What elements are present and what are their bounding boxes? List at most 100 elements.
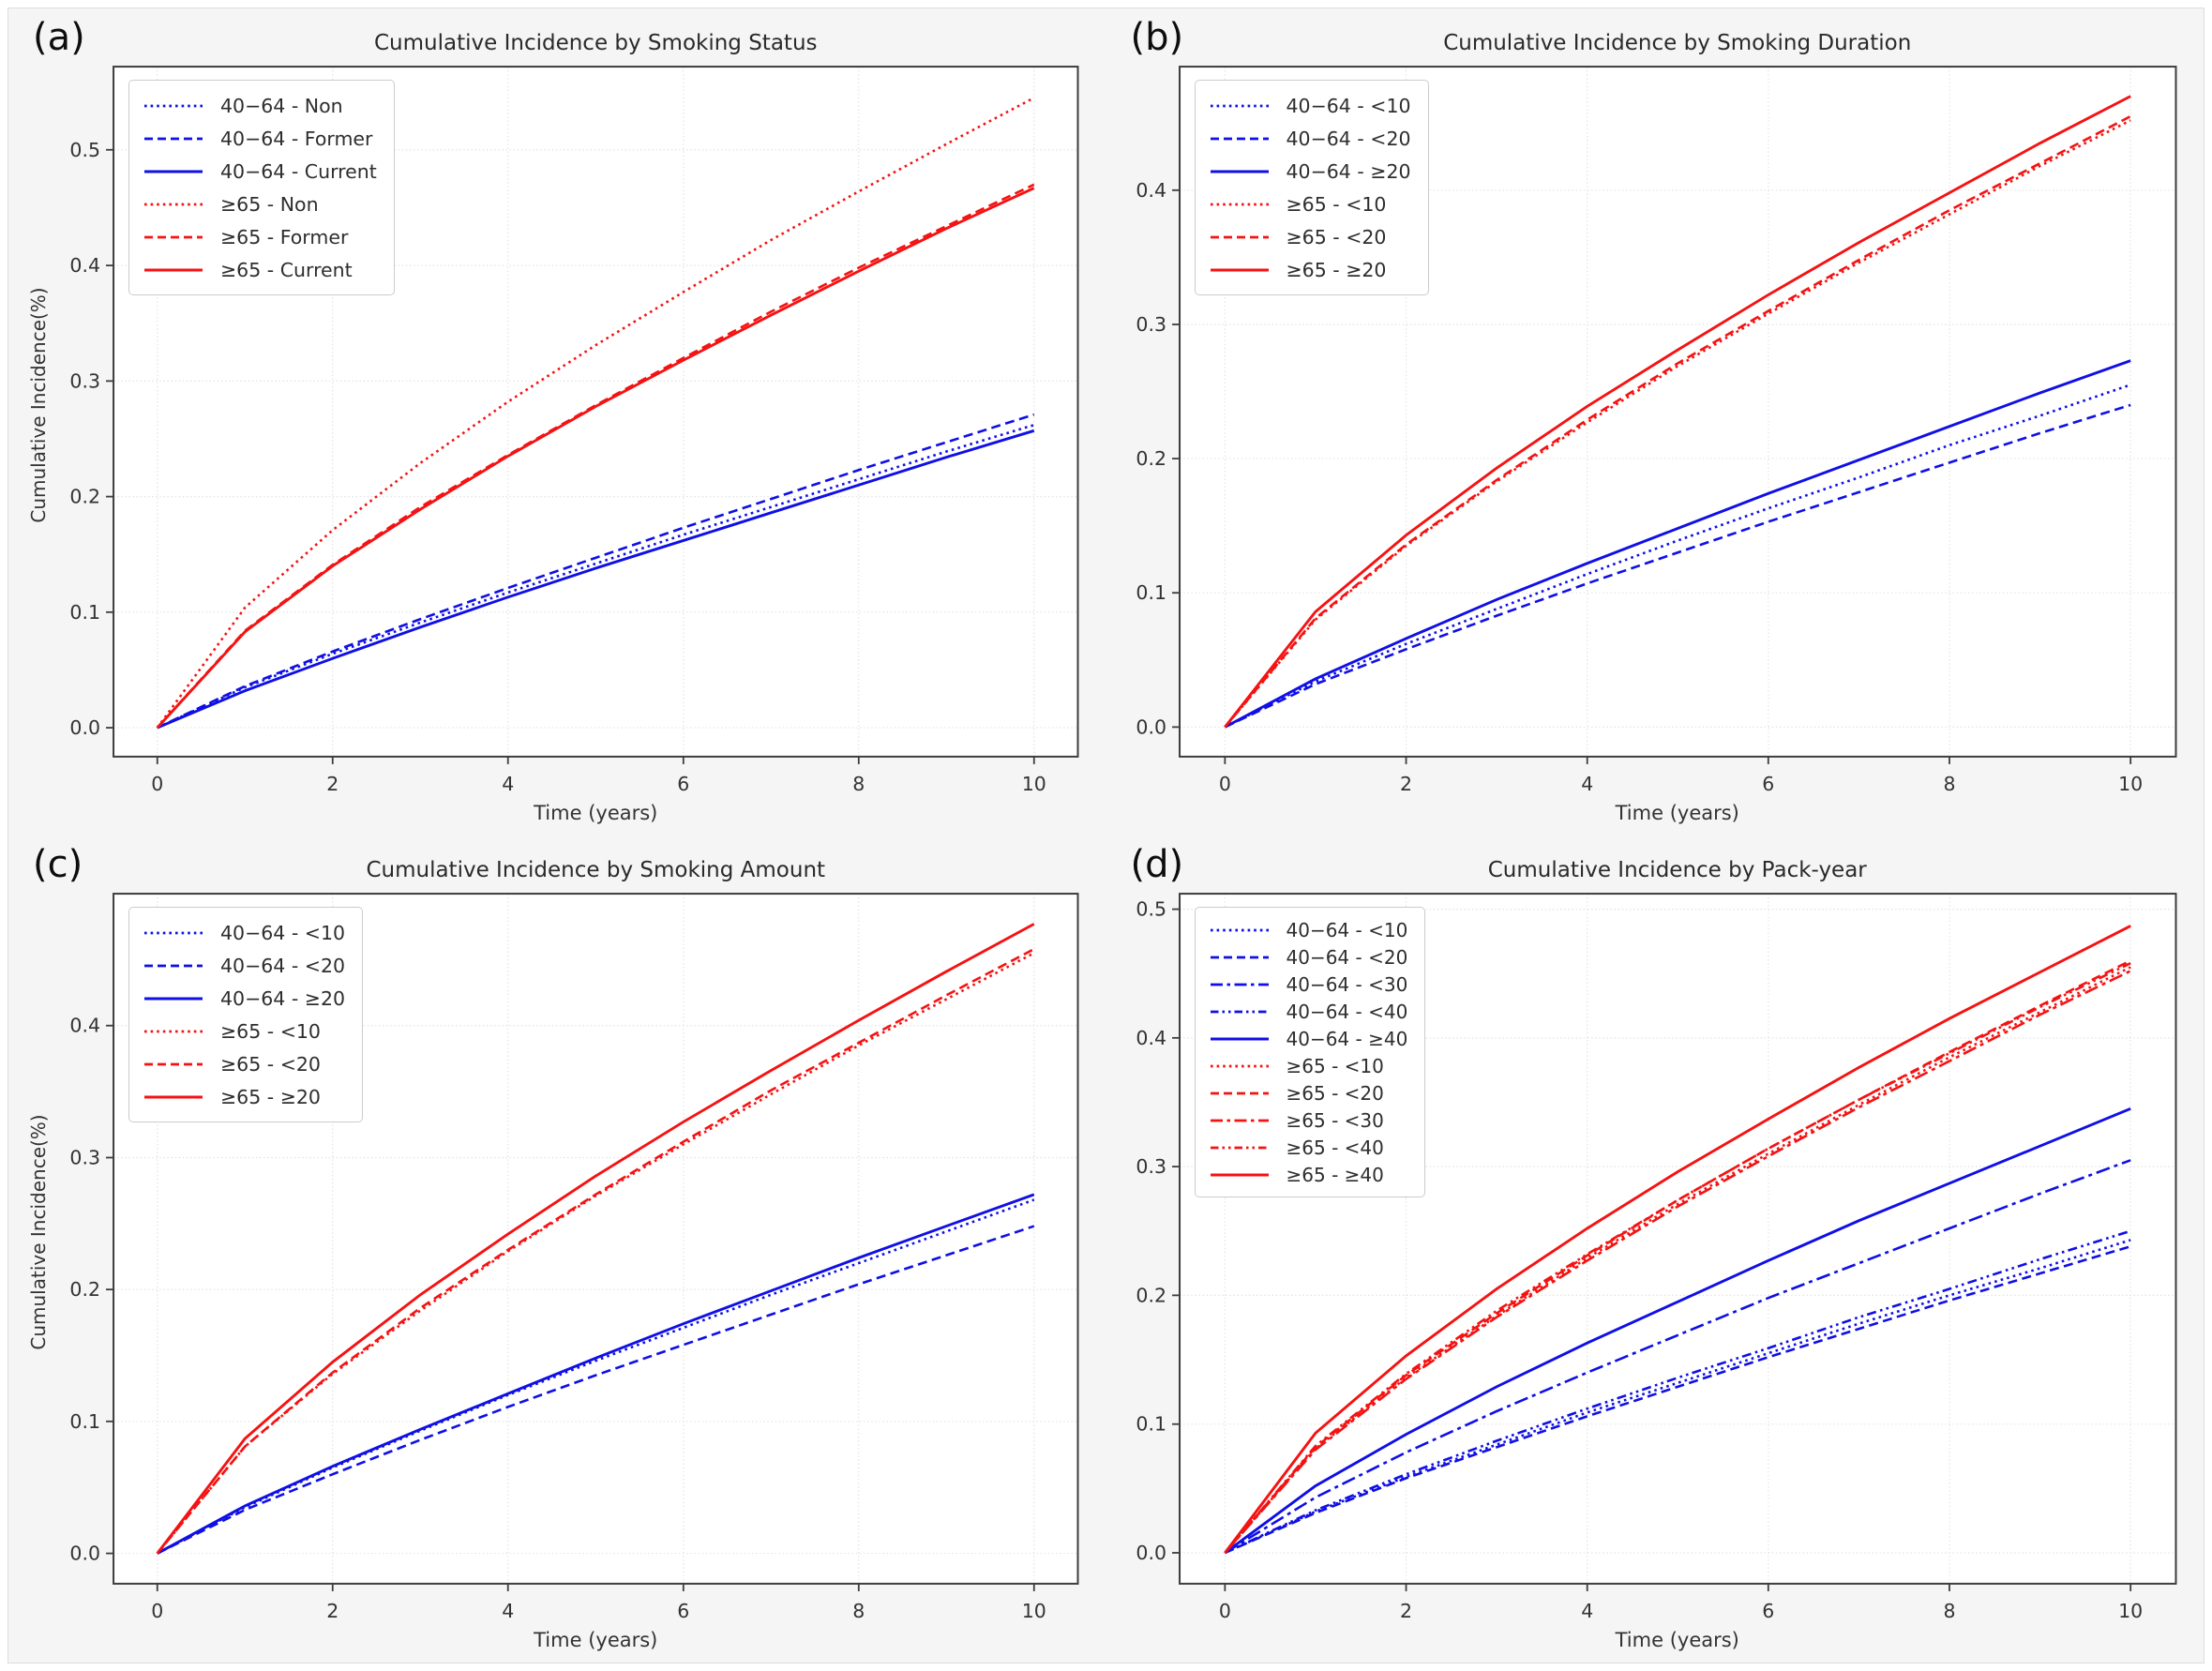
legend-item: 40−64 - <10 (1207, 916, 1410, 943)
legend-item: ≥65 - <30 (1207, 1106, 1410, 1134)
x-tick-label: 10 (2118, 1600, 2143, 1622)
y-tick-label: 0.4 (1136, 179, 1166, 202)
legend-item: 40−64 - Non (141, 89, 379, 122)
legend-item: 40−64 - <20 (1207, 122, 1413, 155)
legend-item: 40−64 - <20 (141, 949, 347, 982)
legend-line-sample (1210, 956, 1269, 958)
legend-item: ≥65 - <10 (1207, 188, 1413, 220)
y-tick-label: 0.5 (1136, 898, 1166, 921)
panel-d-xlabel: Time (years) (1615, 1629, 1739, 1651)
legend-line-sample (144, 931, 203, 934)
x-tick-label: 0 (151, 1600, 163, 1622)
legend-line-sample (1210, 1091, 1269, 1094)
legend-label: 40−64 - <10 (220, 921, 346, 944)
panel-d-legend: 40−64 - <10 40−64 - <20 40−64 - <30 40−64 -… (1194, 907, 1426, 1197)
panel-b-label: (b) (1130, 16, 1184, 59)
legend-item: 40−64 - <10 (141, 916, 347, 949)
panel-a-ylabel: Cumulative Incidence(%) (27, 287, 50, 523)
legend-line-sample (1210, 1119, 1269, 1122)
y-tick-label: 0.5 (69, 139, 100, 161)
y-tick-label: 0.0 (1136, 715, 1166, 738)
x-tick-label: 8 (852, 1600, 865, 1622)
legend-line-sample (1210, 1037, 1269, 1040)
panel-d-label: (d) (1130, 843, 1184, 886)
y-tick-label: 0.2 (1136, 1284, 1166, 1306)
y-tick-label: 0.4 (69, 1015, 100, 1037)
x-tick-label: 0 (1218, 773, 1230, 795)
legend-label: 40−64 - Current (220, 159, 377, 183)
legend-label: ≥65 - Former (220, 225, 349, 248)
legend-label: ≥65 - ≥20 (220, 1085, 321, 1108)
y-tick-label: 0.4 (69, 254, 100, 277)
x-tick-label: 4 (502, 1600, 514, 1622)
legend-label: ≥65 - <10 (1286, 1054, 1384, 1077)
curve-40−64 - ≥20 (1224, 359, 2131, 729)
x-tick-label: 4 (1581, 1600, 1593, 1622)
y-tick-label: 0.1 (69, 601, 100, 624)
legend-item: 40−64 - ≥40 (1207, 1025, 1410, 1052)
legend-line-sample (1210, 235, 1269, 238)
x-tick-label: 6 (677, 773, 689, 795)
y-tick-label: 0.0 (69, 1543, 100, 1565)
panel-c-ylabel: Cumulative Incidence(%) (27, 1114, 50, 1350)
legend-label: ≥65 - Non (220, 192, 319, 216)
panel-b-title: Cumulative Incidence by Smoking Duration (1443, 31, 1912, 55)
legend-item: ≥65 - ≥40 (1207, 1161, 1410, 1188)
curve-40−64 - <20 (1224, 1244, 2131, 1555)
legend-line-sample (1210, 104, 1269, 107)
legend-item: 40−64 - <20 (1207, 943, 1410, 971)
x-tick-label: 4 (502, 773, 514, 795)
y-tick-label: 0.3 (69, 1146, 100, 1168)
curve-40−64 - <10 (1224, 384, 2131, 729)
x-tick-label: 2 (1400, 773, 1412, 795)
curve-40−64 - ≥20 (157, 1193, 1035, 1555)
legend-label: 40−64 - <20 (220, 954, 346, 977)
curve-≥65 - <10 (1223, 966, 2131, 1554)
axes-spines (113, 893, 1079, 1585)
legend-item: 40−64 - Former (141, 122, 379, 155)
panel-c: (c) Cumulative Incidence by Smoking Amou… (8, 836, 1106, 1663)
legend-item: 40−64 - <40 (1207, 998, 1410, 1025)
y-tick-label: 0.3 (1136, 313, 1166, 336)
x-tick-label: 6 (1762, 773, 1774, 795)
panel-a-xlabel: Time (years) (534, 802, 658, 824)
legend-item: ≥65 - <20 (1207, 220, 1413, 253)
y-tick-label: 0.1 (1136, 1413, 1166, 1436)
legend-line-sample (1210, 203, 1269, 205)
x-tick-label: 6 (677, 1600, 689, 1622)
legend-item: ≥65 - ≥20 (1207, 253, 1413, 286)
panel-b: (b) Cumulative Incidence by Smoking Dura… (1106, 8, 2204, 836)
legend-item: 40−64 - ≥20 (141, 982, 347, 1015)
curve-40−64 - Former (157, 413, 1035, 730)
curve-40−64 - ≥40 (1223, 1106, 2131, 1555)
legend-item: ≥65 - <20 (1207, 1079, 1410, 1106)
legend-line-sample (144, 235, 203, 238)
legend-label: ≥65 - <10 (220, 1019, 321, 1043)
legend-line-sample (1210, 1010, 1269, 1013)
panel-c-label: (c) (33, 843, 83, 886)
x-tick-label: 0 (1218, 1600, 1230, 1622)
legend-label: 40−64 - <10 (1286, 918, 1408, 941)
panel-d-title: Cumulative Incidence by Pack-year (1487, 858, 1867, 882)
legend-line-sample (144, 104, 203, 107)
curve-≥65 - Non (156, 97, 1035, 729)
legend-item: ≥65 - <10 (1207, 1052, 1410, 1079)
x-tick-label: 0 (151, 773, 163, 795)
curve-≥65 - ≥20 (156, 923, 1035, 1555)
legend-line-sample (144, 964, 203, 967)
figure-root: (a) Cumulative Incidence by Smoking Stat… (8, 8, 2204, 1663)
x-tick-label: 10 (1022, 773, 1046, 795)
x-tick-label: 10 (2118, 773, 2143, 795)
legend-line-sample (1210, 268, 1269, 271)
legend-label: ≥65 - <10 (1286, 192, 1387, 216)
legend-item: ≥65 - Current (141, 253, 379, 286)
legend-label: 40−64 - <20 (1286, 945, 1408, 969)
x-tick-label: 8 (1943, 1600, 1955, 1622)
curve-40−64 - <30 (1224, 1159, 2131, 1555)
legend-item: ≥65 - Former (141, 220, 379, 253)
legend-line-sample (144, 203, 203, 205)
legend-label: ≥65 - <20 (1286, 225, 1387, 248)
legend-item: 40−64 - <30 (1207, 971, 1410, 998)
panel-b-xlabel: Time (years) (1615, 802, 1739, 824)
y-tick-label: 0.3 (1136, 1155, 1166, 1178)
